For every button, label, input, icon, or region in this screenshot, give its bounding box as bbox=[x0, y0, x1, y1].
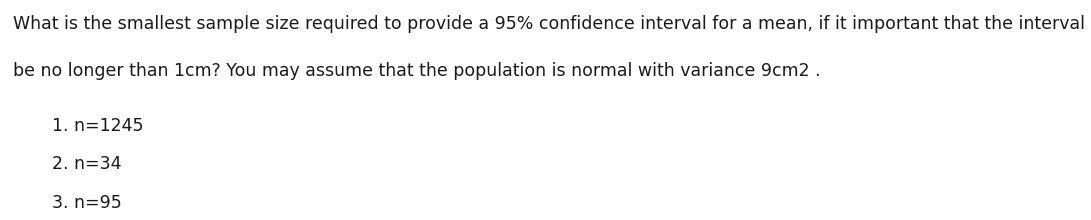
Text: What is the smallest sample size required to provide a 95% confidence interval f: What is the smallest sample size require… bbox=[13, 15, 1086, 33]
Text: 2. n=34: 2. n=34 bbox=[52, 155, 122, 173]
Text: 1. n=1245: 1. n=1245 bbox=[52, 117, 144, 135]
Text: 3. n=95: 3. n=95 bbox=[52, 194, 122, 212]
Text: be no longer than 1cm? You may assume that the population is normal with varianc: be no longer than 1cm? You may assume th… bbox=[13, 62, 820, 80]
